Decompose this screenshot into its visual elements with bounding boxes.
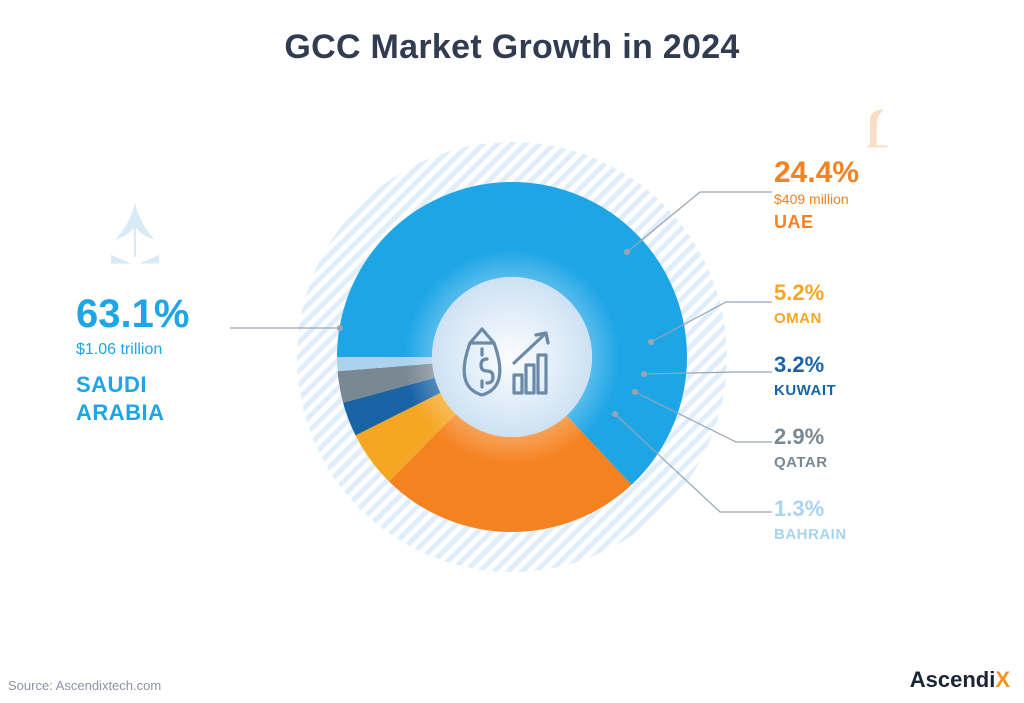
chart-title: GCC Market Growth in 2024 (0, 0, 1024, 67)
kuwait-name: KUWAIT (774, 382, 934, 400)
saudi-emblem-icon (100, 200, 170, 270)
kuwait-pct: 3.2% (774, 352, 934, 378)
uae-pct: 24.4% (774, 155, 934, 191)
infographic-root: GCC Market Growth in 2024 63.1% $1.06 tr… (0, 0, 1024, 703)
burj-al-arab-icon (862, 108, 894, 148)
oman-pct: 5.2% (774, 280, 934, 306)
brand-logo: AscendiX (910, 667, 1010, 693)
sa-pct: 63.1% (76, 290, 296, 338)
qatar-pct: 2.9% (774, 424, 934, 450)
source-text: Source: Ascendixtech.com (8, 678, 161, 693)
bahrain-name: BAHRAIN (774, 526, 934, 544)
label-bahrain: 1.3% BAHRAIN (774, 496, 934, 544)
uae-value: $409 million (774, 191, 934, 208)
bahrain-pct: 1.3% (774, 496, 934, 522)
brand-accent: X (995, 667, 1010, 692)
label-uae: 24.4% $409 million UAE (774, 155, 934, 233)
label-qatar: 2.9% QATAR (774, 424, 934, 472)
qatar-name: QATAR (774, 454, 934, 472)
label-oman: 5.2% OMAN (774, 280, 934, 328)
oman-name: OMAN (774, 310, 934, 328)
label-saudi-arabia: 63.1% $1.06 trillion SAUDI ARABIA (76, 290, 296, 426)
sa-name: SAUDI ARABIA (76, 371, 296, 426)
sa-value: $1.06 trillion (76, 340, 296, 359)
uae-name: UAE (774, 212, 934, 234)
brand-name: Ascendi (910, 667, 996, 692)
label-kuwait: 3.2% KUWAIT (774, 352, 934, 400)
